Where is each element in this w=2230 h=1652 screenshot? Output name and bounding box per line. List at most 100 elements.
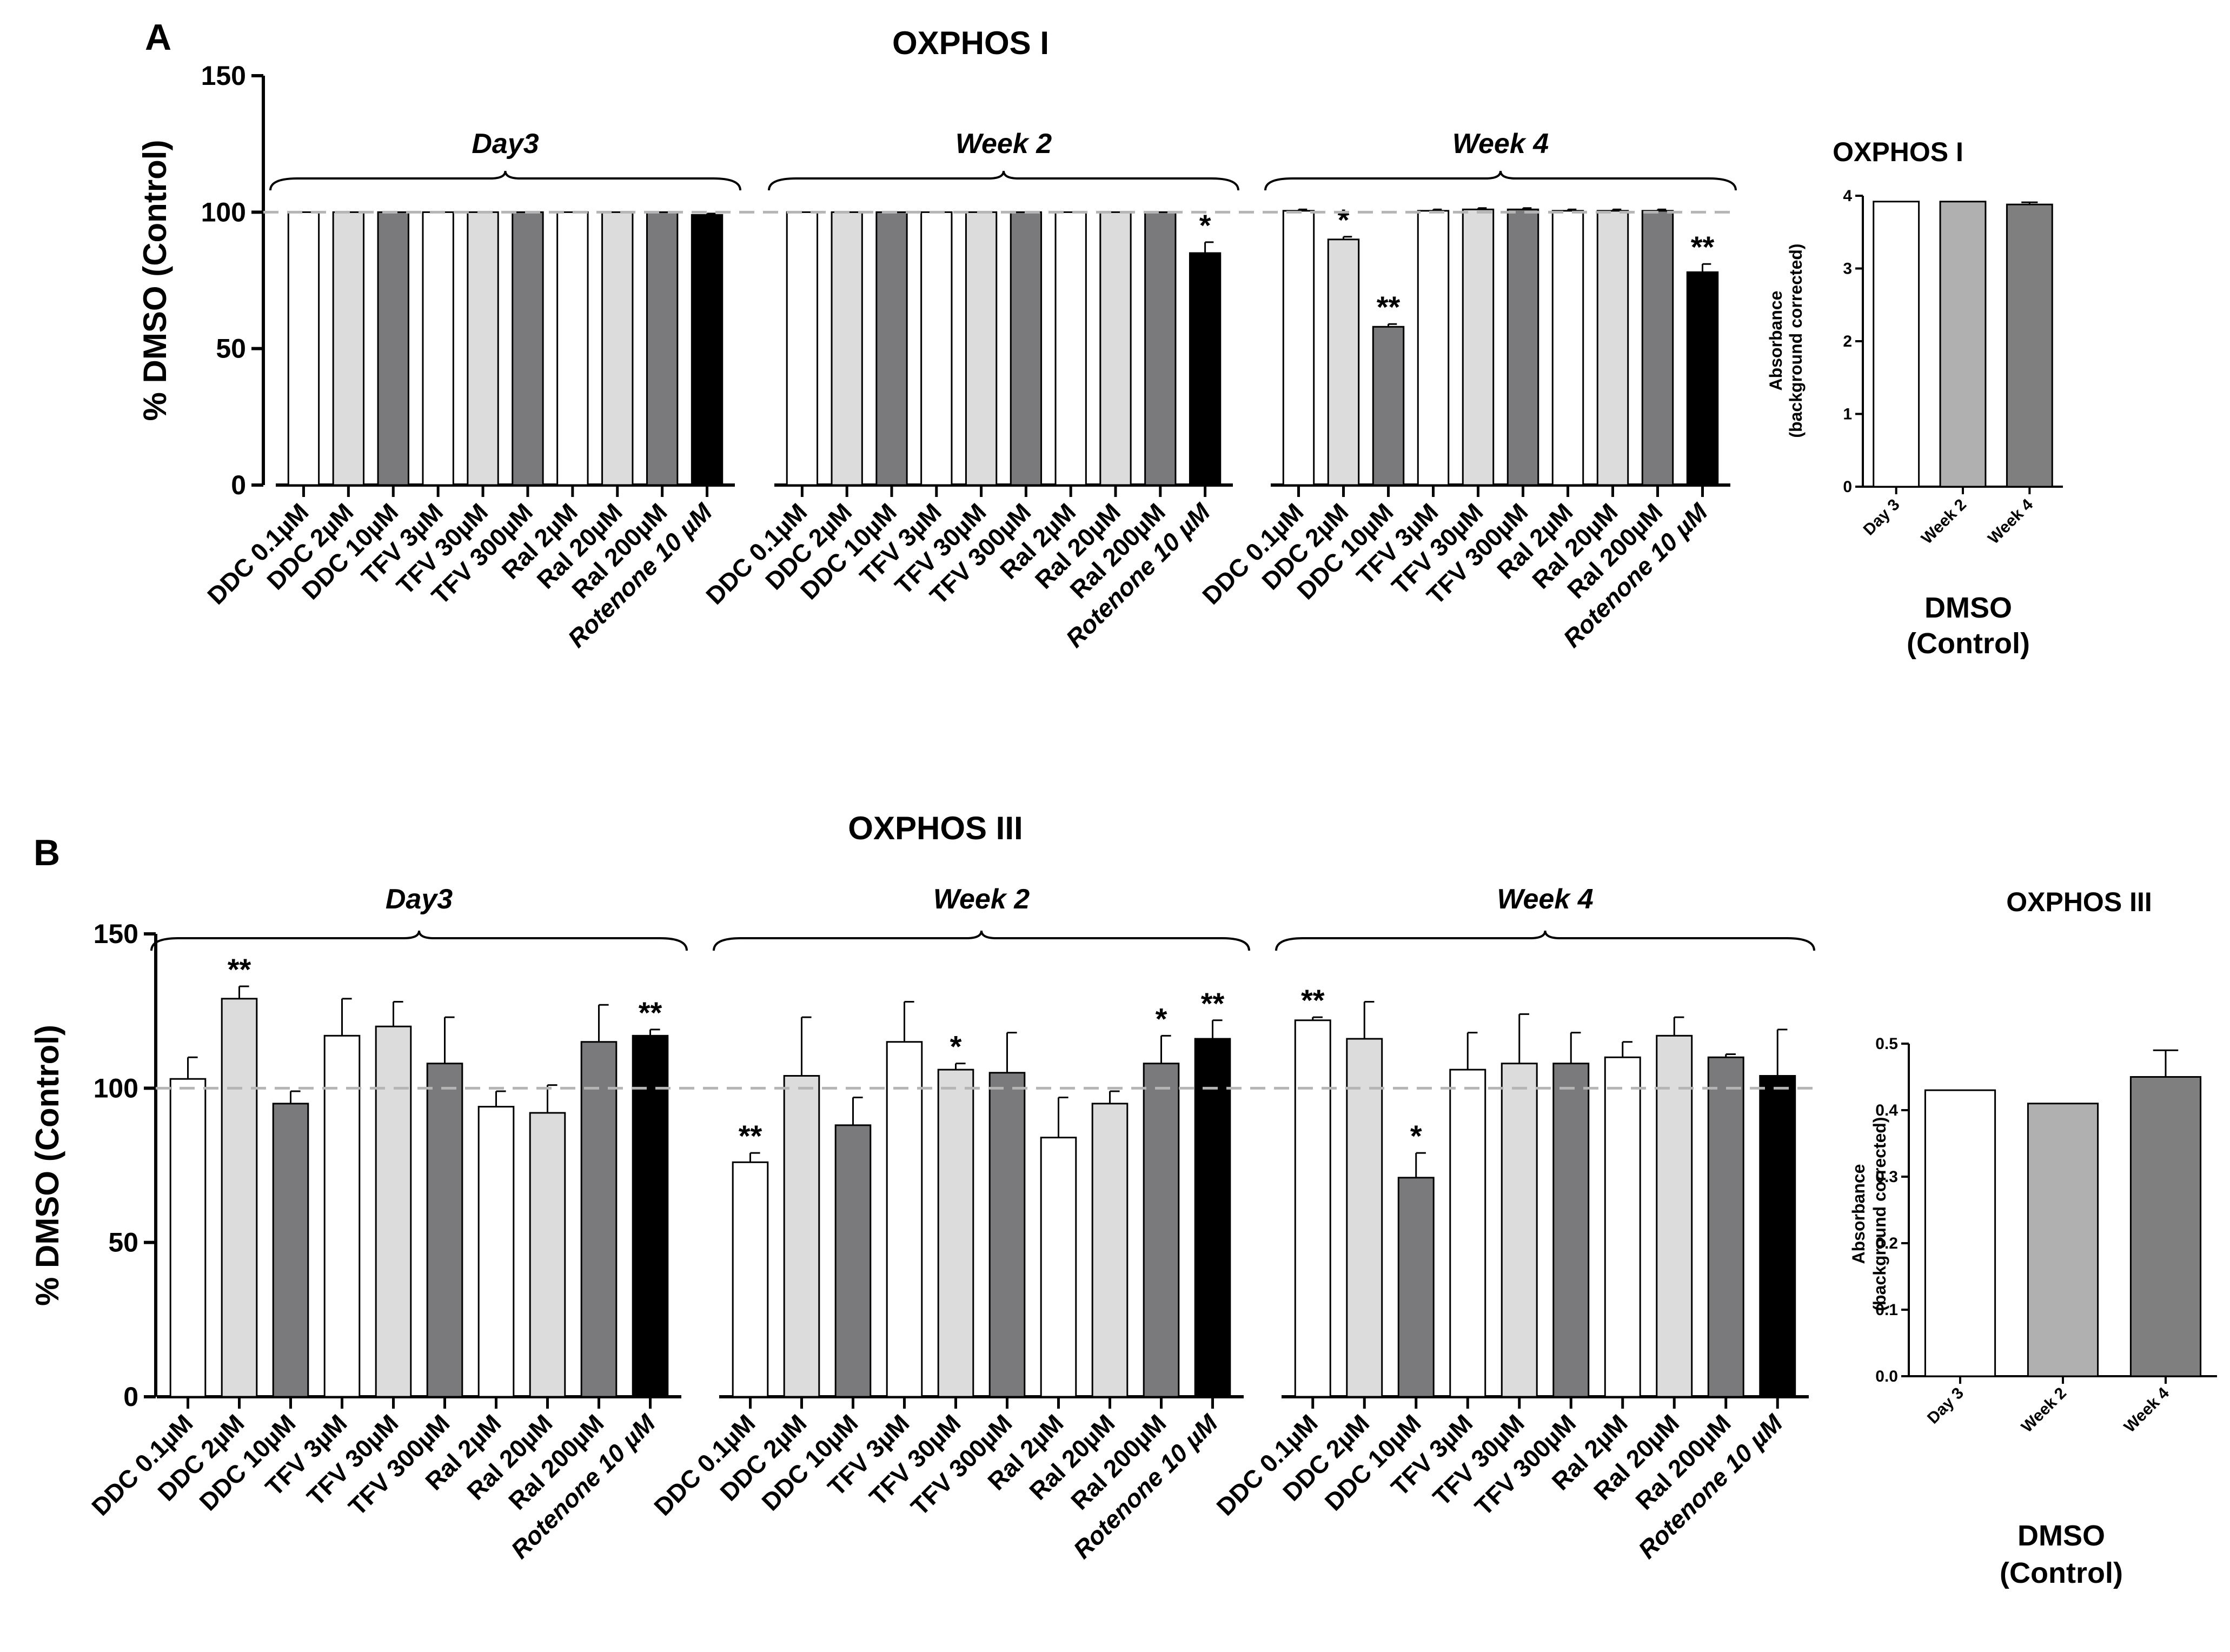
y-axis-label-B: % DMSO (Control) xyxy=(29,1025,65,1306)
group-label: Week 2 xyxy=(933,884,1030,915)
bar xyxy=(512,211,544,486)
bar xyxy=(1040,1137,1077,1398)
bar xyxy=(323,1034,361,1398)
significance-stars: ** xyxy=(1301,983,1325,1017)
y-tick-label: 50 xyxy=(108,1228,138,1258)
group-brace xyxy=(150,930,688,951)
inset-title-B: OXPHOS III xyxy=(2006,887,2152,917)
bar xyxy=(646,211,679,486)
inset-x-axis-label: DMSO xyxy=(2017,1520,2105,1552)
y-tick-label: 0 xyxy=(123,1382,138,1412)
y-tick-label: 50 xyxy=(216,334,246,364)
significance-stars: ** xyxy=(639,996,662,1030)
group-brace xyxy=(713,930,1250,951)
inset-y-tick-label: 3 xyxy=(1843,260,1852,278)
group-label: Week 4 xyxy=(1452,128,1549,160)
inset-bar xyxy=(1924,1089,1996,1377)
bar xyxy=(1707,1056,1744,1398)
bar xyxy=(1552,1063,1590,1398)
significance-stars: * xyxy=(1156,1001,1167,1036)
bar xyxy=(886,1041,923,1398)
bar xyxy=(875,211,908,486)
significance-stars: * xyxy=(1338,203,1350,237)
chart-title-B: OXPHOS III xyxy=(848,810,1023,846)
significance-stars: ** xyxy=(1201,986,1225,1020)
inset-x-axis-label: DMSO xyxy=(1924,592,2012,624)
group-label: Day3 xyxy=(386,884,453,915)
bar xyxy=(1282,210,1315,486)
bar xyxy=(1099,211,1132,486)
bar xyxy=(1054,211,1087,486)
bar xyxy=(783,1075,820,1398)
group-brace xyxy=(1264,170,1737,191)
inset-y-tick-label: 0.0 xyxy=(1875,1368,1898,1385)
inset-y-tick-label: 4 xyxy=(1843,187,1852,205)
y-tick-label: 150 xyxy=(201,61,246,91)
bar xyxy=(601,211,634,486)
bar xyxy=(556,211,589,486)
inset-x-tick-label: Day 3 xyxy=(1860,496,1903,539)
bar xyxy=(1501,1063,1538,1398)
group-brace xyxy=(1275,930,1815,951)
bar xyxy=(1656,1034,1693,1398)
panel-label-B: B xyxy=(34,832,60,873)
bar xyxy=(937,1069,974,1398)
bar xyxy=(920,211,953,486)
inset-x-axis-label: (Control) xyxy=(2000,1557,2123,1589)
bar xyxy=(426,1063,463,1398)
inset-x-tick-label: Day 3 xyxy=(1924,1384,1967,1428)
bar xyxy=(1372,326,1405,486)
bar xyxy=(332,211,365,486)
significance-stars: * xyxy=(1410,1119,1422,1153)
inset-bar xyxy=(1873,201,1920,488)
inset-y-tick-label: 0 xyxy=(1843,478,1852,496)
significance-stars: ** xyxy=(1691,230,1715,264)
bar xyxy=(169,1078,207,1398)
inset-y-axis-label: (background corrected) xyxy=(1786,243,1806,437)
inset-y-tick-label: 0.1 xyxy=(1875,1301,1898,1319)
bar xyxy=(1686,271,1719,486)
bar xyxy=(1010,211,1043,486)
inset-y-tick-label: 0.3 xyxy=(1875,1168,1898,1186)
inset-x-tick-label: Week 2 xyxy=(1918,496,1970,548)
bar xyxy=(1462,208,1495,486)
group-label: Day3 xyxy=(472,128,539,160)
inset-y-axis-label: Absorbance xyxy=(1766,291,1786,391)
inset-x-tick-label: Week 4 xyxy=(1985,495,2036,547)
bar xyxy=(1194,1038,1231,1398)
bar xyxy=(221,998,258,1398)
bar xyxy=(272,1103,309,1398)
bar xyxy=(1417,210,1450,486)
bar xyxy=(732,1161,769,1398)
bar xyxy=(1143,1063,1180,1398)
bar xyxy=(1189,252,1222,486)
group-label: Week 4 xyxy=(1497,884,1593,915)
inset-bar xyxy=(2129,1076,2202,1377)
chart-title-A: OXPHOS I xyxy=(892,25,1049,61)
inset-y-axis-label: (background corrected) xyxy=(1870,1117,1889,1311)
bar xyxy=(1604,1056,1641,1398)
inset-x-tick-label: Week 4 xyxy=(2121,1384,2173,1436)
inset-y-tick-label: 0.4 xyxy=(1875,1102,1898,1119)
bar xyxy=(1346,1038,1383,1398)
bar xyxy=(988,1072,1026,1398)
bar xyxy=(1506,208,1539,486)
bar xyxy=(965,211,998,486)
bar xyxy=(831,211,863,486)
bar xyxy=(1551,210,1584,486)
inset-bar xyxy=(1939,201,1987,488)
bar xyxy=(786,211,819,486)
bar xyxy=(287,211,320,486)
bar xyxy=(1759,1075,1796,1398)
group-brace xyxy=(768,170,1239,191)
group-brace xyxy=(269,170,741,191)
y-axis-label-A: % DMSO (Control) xyxy=(137,140,173,421)
significance-stars: * xyxy=(950,1030,962,1064)
bar xyxy=(1144,211,1177,486)
group-label: Week 2 xyxy=(955,128,1052,160)
bar xyxy=(477,1106,515,1398)
bar xyxy=(691,214,724,486)
bar xyxy=(1449,1069,1486,1398)
bar xyxy=(834,1124,872,1398)
significance-stars: ** xyxy=(1377,290,1401,324)
